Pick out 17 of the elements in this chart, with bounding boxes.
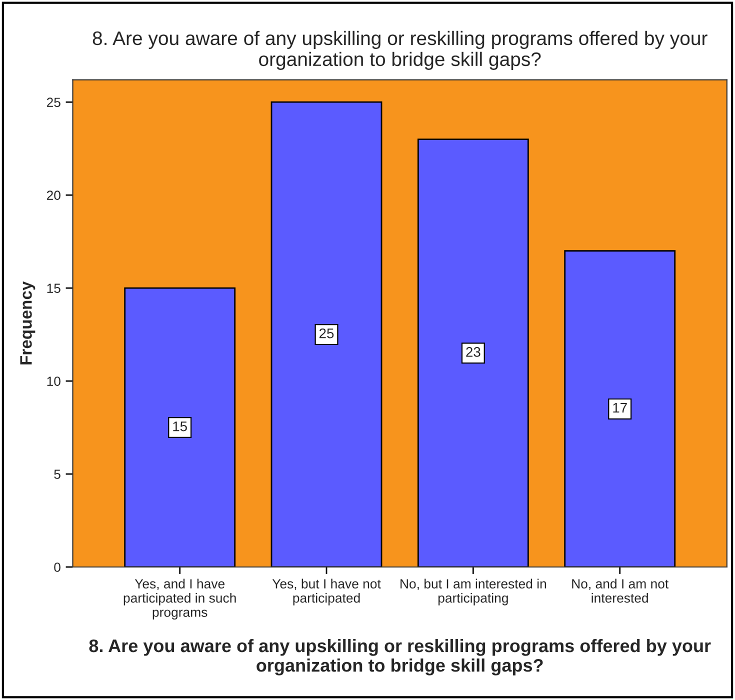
y-tick-label: 15 <box>47 284 60 293</box>
x-tick-label: Yes, and I have participated in such programs <box>124 578 236 620</box>
x-tick-label: Yes, but I have not participated <box>272 578 381 606</box>
data-label: 17 <box>613 402 627 413</box>
x-tick-label: No, and I am not interested <box>572 578 669 603</box>
chart-title: 8. Are you aware of any upskilling or reskilling programs offered by your organization to bridge skill gaps? <box>92 30 708 70</box>
y-axis-title: Frequency <box>20 281 36 364</box>
y-tick-label: 20 <box>46 190 60 200</box>
y-tick-label: 10 <box>47 376 60 386</box>
x-axis-title: 8. Are you aware of any upskilling or reskilling programs offered by your organization to bridge skill gaps? <box>89 638 711 676</box>
data-label: 23 <box>466 347 480 357</box>
data-label: 15 <box>173 422 187 432</box>
data-label: 25 <box>319 328 334 338</box>
y-tick-label: 0 <box>54 562 60 572</box>
x-tick-label: No, but I am interested in participating <box>400 578 546 606</box>
y-tick-label: 25 <box>46 98 60 108</box>
y-tick-label: 5 <box>54 470 60 479</box>
